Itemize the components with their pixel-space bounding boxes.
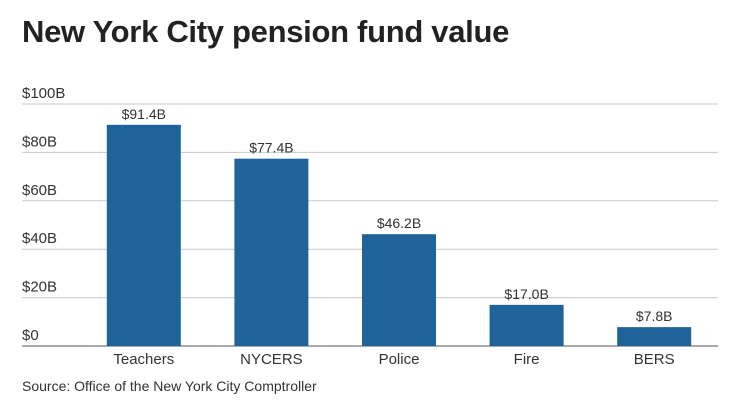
source-note: Source: Office of the New York City Comp… bbox=[22, 378, 317, 394]
bars bbox=[106, 124, 692, 346]
y-tick-label: $80B bbox=[22, 133, 57, 150]
bar-value-label: $7.8B bbox=[636, 308, 673, 324]
x-tick-label: Teachers bbox=[113, 351, 174, 368]
x-tick-label: NYCERS bbox=[240, 351, 303, 368]
chart-title: New York City pension fund value bbox=[22, 14, 510, 49]
x-axis-tick-labels: Teachers NYCERS Police Fire BERS bbox=[113, 351, 674, 368]
x-tick-label: Police bbox=[379, 351, 420, 368]
bar-value-label: $17.0B bbox=[504, 286, 548, 302]
bar-value-label: $46.2B bbox=[377, 215, 421, 231]
x-tick-label: BERS bbox=[634, 351, 675, 368]
bar bbox=[362, 234, 436, 346]
bar bbox=[489, 304, 564, 346]
x-tick-label: Fire bbox=[514, 351, 540, 368]
y-axis-tick-labels: $0 $20B $40B $60B $80B $100B bbox=[22, 85, 65, 344]
y-tick-label: $0 bbox=[22, 327, 39, 344]
y-tick-label: $40B bbox=[22, 230, 57, 247]
bar-value-label: $91.4B bbox=[122, 106, 166, 122]
y-tick-label: $60B bbox=[22, 182, 57, 199]
bar bbox=[234, 158, 309, 346]
value-labels: $91.4B $77.4B $46.2B $17.0B $7.8B bbox=[122, 106, 673, 324]
y-tick-label: $100B bbox=[22, 85, 65, 102]
y-tick-label: $20B bbox=[22, 279, 57, 296]
bar bbox=[106, 124, 181, 346]
bar-value-label: $77.4B bbox=[249, 140, 293, 156]
bar bbox=[617, 327, 692, 346]
